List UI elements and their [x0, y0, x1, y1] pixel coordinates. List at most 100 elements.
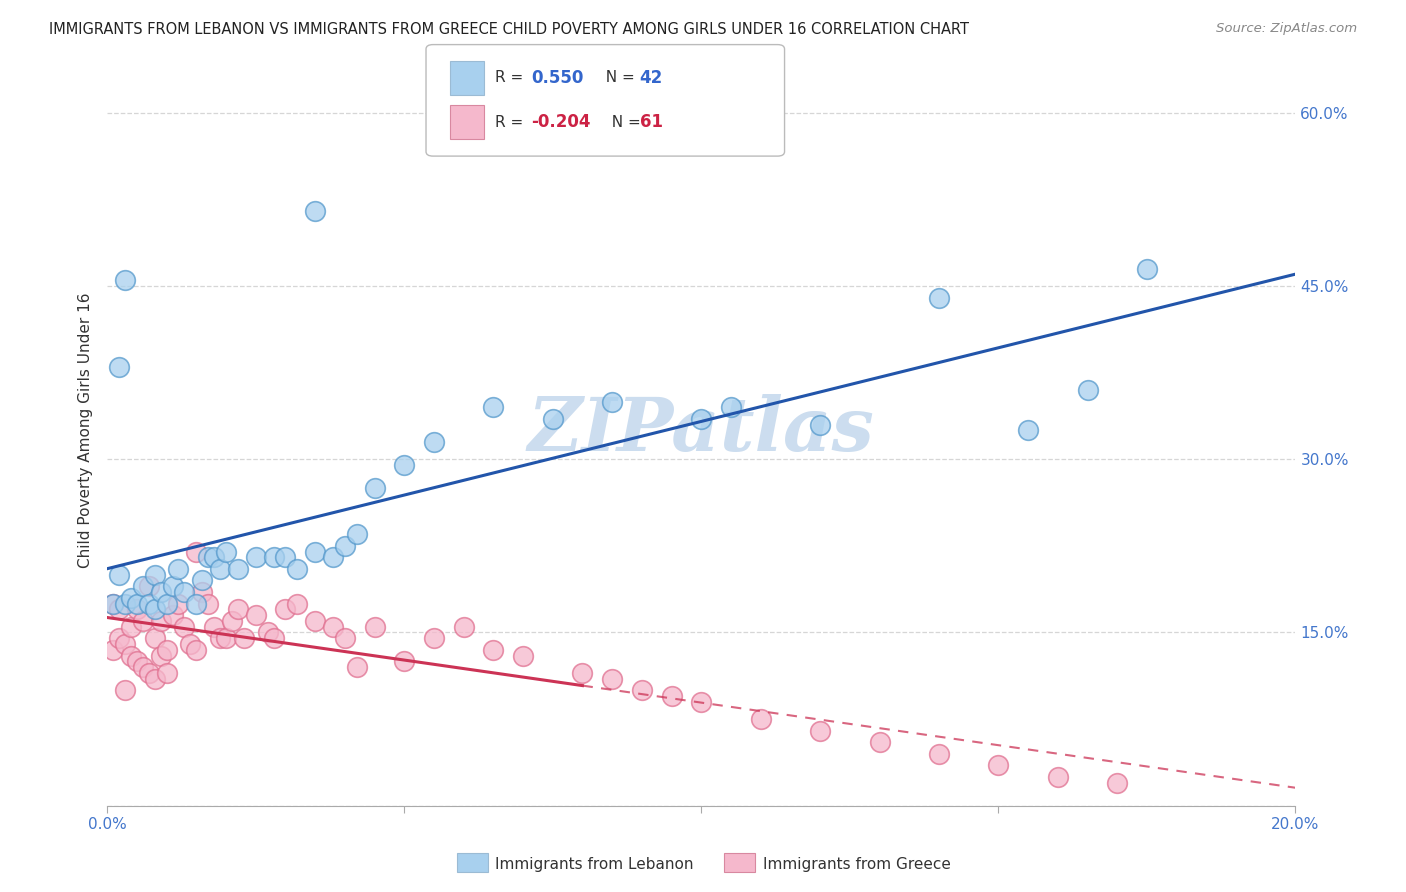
Point — [149, 614, 172, 628]
Point — [202, 620, 225, 634]
Point — [125, 597, 148, 611]
Point — [125, 602, 148, 616]
Point — [108, 631, 131, 645]
Text: -0.204: -0.204 — [531, 113, 591, 131]
Point — [197, 597, 219, 611]
Point — [108, 359, 131, 374]
Point — [202, 550, 225, 565]
Point — [690, 412, 713, 426]
Point — [285, 562, 308, 576]
Point — [274, 602, 297, 616]
Text: Immigrants from Greece: Immigrants from Greece — [763, 857, 952, 871]
Point — [453, 620, 475, 634]
Point — [232, 631, 254, 645]
Text: 42: 42 — [640, 69, 664, 87]
Text: R =: R = — [495, 70, 529, 85]
Point — [132, 579, 155, 593]
Point — [149, 648, 172, 663]
Point — [138, 597, 160, 611]
Point — [221, 614, 243, 628]
Point — [512, 648, 534, 663]
Point — [808, 417, 831, 432]
Point — [101, 642, 124, 657]
Point — [322, 550, 344, 565]
Point — [749, 712, 772, 726]
Point — [186, 597, 208, 611]
Point — [256, 625, 278, 640]
Point — [720, 401, 742, 415]
Point — [661, 689, 683, 703]
Point — [394, 458, 416, 472]
Point — [173, 585, 195, 599]
Text: 61: 61 — [640, 113, 662, 131]
Point — [125, 654, 148, 668]
Point — [101, 597, 124, 611]
Point — [423, 631, 446, 645]
Point — [226, 562, 249, 576]
Point — [274, 550, 297, 565]
Point — [167, 597, 190, 611]
Point — [304, 614, 326, 628]
Point — [186, 642, 208, 657]
Point — [304, 544, 326, 558]
Point — [346, 660, 368, 674]
Point — [245, 608, 267, 623]
Point — [600, 672, 623, 686]
Point — [173, 620, 195, 634]
Point — [600, 394, 623, 409]
Text: R =: R = — [495, 115, 529, 129]
Point — [191, 585, 214, 599]
Point — [143, 631, 166, 645]
Point — [482, 401, 505, 415]
Point — [482, 642, 505, 657]
Point — [114, 683, 136, 698]
Point — [155, 642, 177, 657]
Point — [162, 608, 184, 623]
Point — [120, 591, 142, 605]
Point — [423, 434, 446, 449]
Point — [209, 631, 232, 645]
Text: Immigrants from Lebanon: Immigrants from Lebanon — [495, 857, 693, 871]
Point — [304, 204, 326, 219]
Point — [285, 597, 308, 611]
Point — [108, 602, 131, 616]
Text: IMMIGRANTS FROM LEBANON VS IMMIGRANTS FROM GREECE CHILD POVERTY AMONG GIRLS UNDE: IMMIGRANTS FROM LEBANON VS IMMIGRANTS FR… — [49, 22, 969, 37]
Point — [191, 574, 214, 588]
Point — [333, 539, 356, 553]
Point — [1017, 423, 1039, 437]
Point — [987, 758, 1010, 772]
Point — [928, 747, 950, 761]
Point — [631, 683, 654, 698]
Point — [245, 550, 267, 565]
Point — [114, 637, 136, 651]
Point — [120, 620, 142, 634]
Text: N =: N = — [596, 70, 640, 85]
Point — [101, 597, 124, 611]
Point — [149, 585, 172, 599]
Point — [571, 665, 593, 680]
Point — [143, 672, 166, 686]
Point — [215, 631, 238, 645]
Point — [162, 579, 184, 593]
Point — [138, 579, 160, 593]
Point — [114, 273, 136, 287]
Point — [209, 562, 232, 576]
Point — [132, 614, 155, 628]
Point — [1046, 770, 1069, 784]
Point — [869, 735, 891, 749]
Point — [114, 597, 136, 611]
Point — [226, 602, 249, 616]
Point — [363, 620, 385, 634]
Point — [197, 550, 219, 565]
Point — [1107, 775, 1129, 789]
Point — [363, 481, 385, 495]
Point — [1136, 261, 1159, 276]
Point — [179, 637, 201, 651]
Point — [143, 602, 166, 616]
Point — [215, 544, 238, 558]
Text: Source: ZipAtlas.com: Source: ZipAtlas.com — [1216, 22, 1357, 36]
Point — [322, 620, 344, 634]
Point — [155, 597, 177, 611]
Point — [346, 527, 368, 541]
Point — [394, 654, 416, 668]
